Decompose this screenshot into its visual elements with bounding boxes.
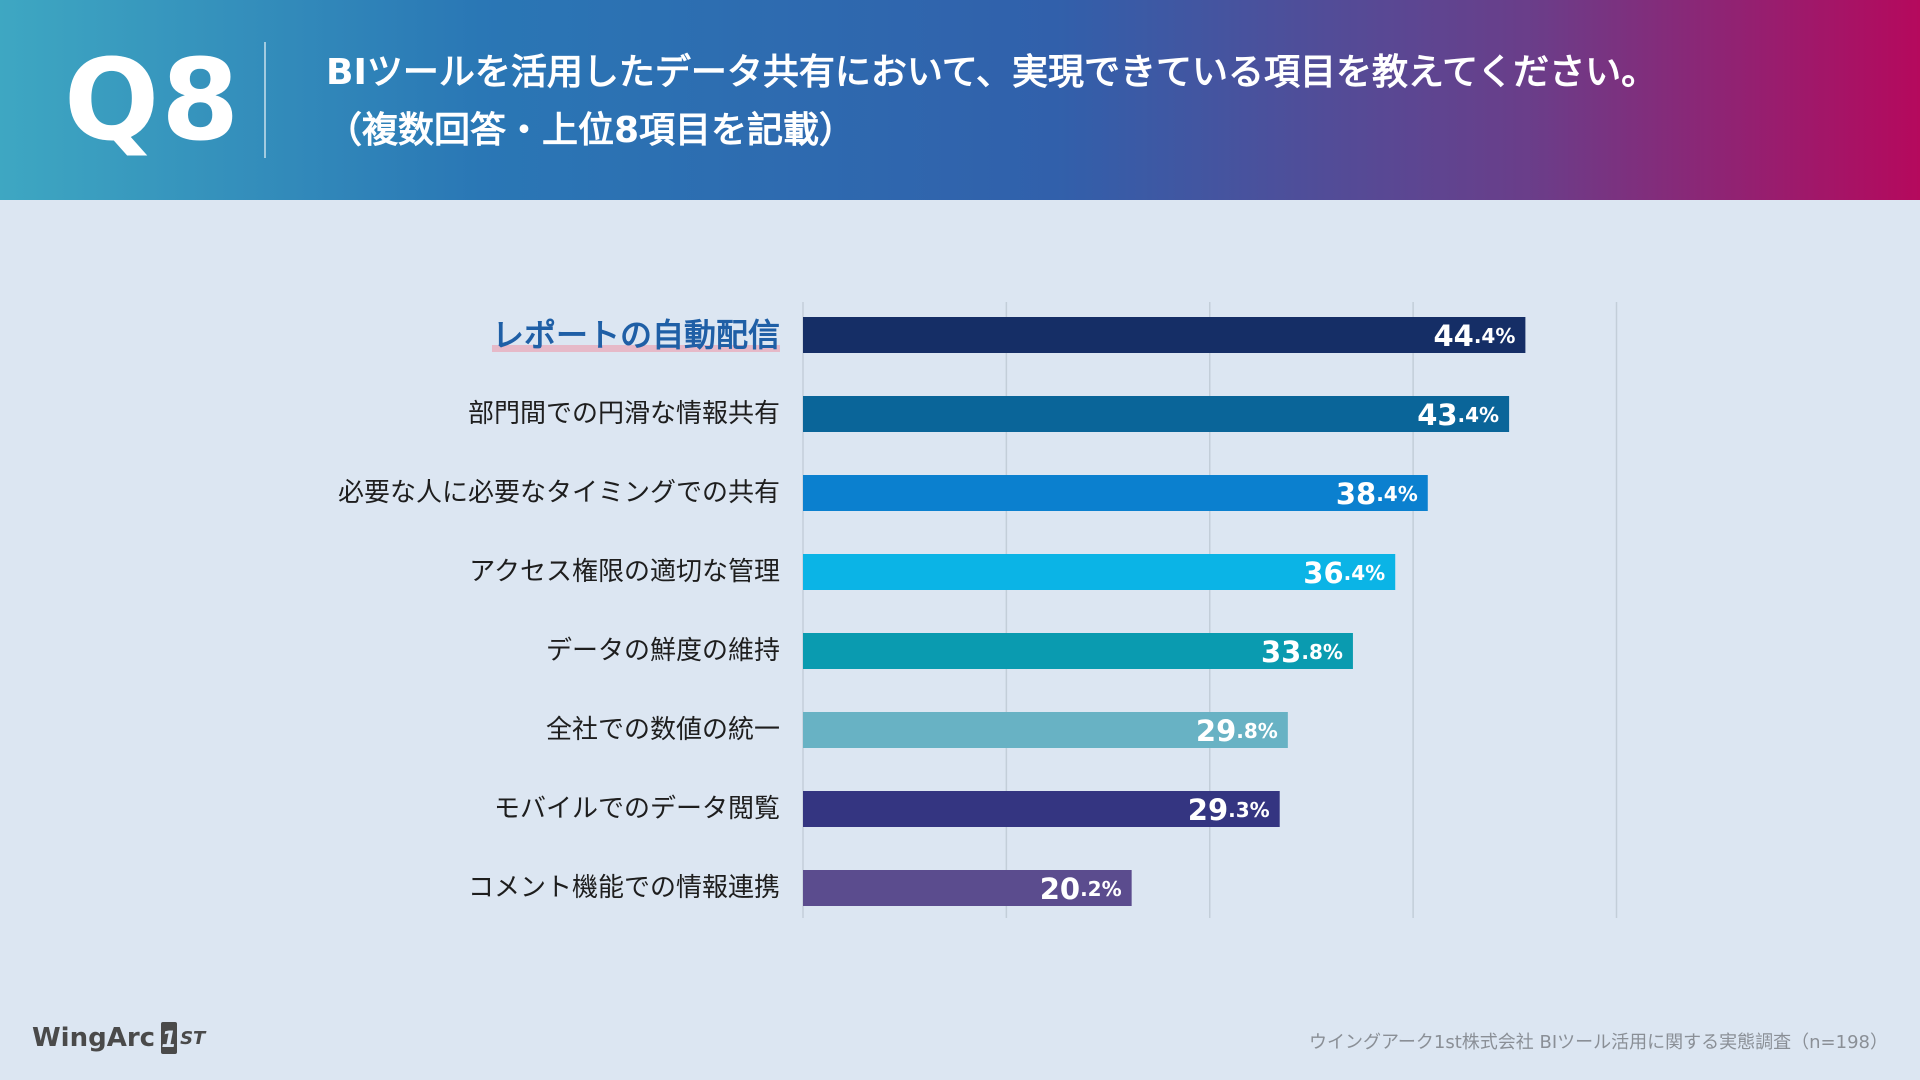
value-label: 29.8% [1196,714,1278,748]
value-label-int: 20 [1040,872,1080,906]
category-label: モバイルでのデータ閲覧 [494,794,780,824]
category-label: アクセス権限の適切な管理 [469,557,780,587]
bar [803,554,1396,590]
question-title-line2: （複数回答・上位8項目を記載） [326,110,856,151]
value-label: 33.8% [1261,635,1343,669]
bar [803,317,1526,353]
logo-mark-icon: 1 [159,1021,179,1055]
bar [803,870,1132,906]
value-label: 36.4% [1303,556,1385,590]
value-label-dec: .4% [1376,482,1418,506]
category-label: 必要な人に必要なタイミングでの共有 [338,478,780,508]
value-label: 38.4% [1336,477,1418,511]
logo-mark-text: 1 [161,1028,176,1053]
category-label: データの鮮度の維持 [546,636,780,666]
value-label: 43.4% [1417,398,1499,432]
category-label: レポートの自動配信 [492,316,780,354]
category-label: 全社での数値の統一 [546,715,780,745]
value-label: 20.2% [1040,872,1122,906]
value-label-int: 29 [1196,714,1236,748]
bar [803,396,1510,432]
question-title-line1: BIツールを活用したデータ共有において、実現できている項目を教えてください。 [326,52,1658,93]
value-label-int: 38 [1336,477,1376,511]
value-label-dec: .2% [1080,877,1122,901]
bar [803,791,1280,827]
wingarc-logo: WingArc 1 ST [32,1018,205,1058]
value-label-dec: .4% [1344,561,1386,585]
value-label-int: 44 [1433,319,1473,353]
logo-text: WingArc [32,1023,156,1053]
value-label: 29.3% [1188,793,1270,827]
value-label: 44.4% [1433,319,1515,353]
value-label-int: 36 [1303,556,1343,590]
logo-suffix: ST [180,1027,206,1049]
value-label-int: 29 [1188,793,1228,827]
value-label-dec: .4% [1458,403,1500,427]
source-note: ウイングアーク1st株式会社 BIツール活用に関する実態調査（n=198） [1308,1032,1888,1053]
header-banner: Q8 BIツールを活用したデータ共有において、実現できている項目を教えてください… [0,0,1920,200]
category-label: 部門間での円滑な情報共有 [468,399,780,429]
chart-area: レポートの自動配信 44.4% 部門間での円滑な情報共有 43.4% 必要な人に必要なタ… [0,200,1920,940]
highlight-underline [491,345,780,352]
bar [803,712,1288,748]
question-title: BIツールを活用したデータ共有において、実現できている項目を教えてください。 （… [326,44,1886,160]
value-label-dec: .8% [1236,719,1278,743]
bar [803,475,1428,511]
question-number: Q8 [64,36,242,166]
bar [803,633,1353,669]
value-label-int: 33 [1261,635,1301,669]
header-divider [264,42,266,158]
value-label-dec: .3% [1228,798,1270,822]
value-label-dec: .8% [1301,640,1343,664]
value-label-dec: .4% [1474,324,1516,348]
value-label-int: 43 [1417,398,1457,432]
bar-chart: レポートの自動配信 44.4%部門間での円滑な情報共有 43.4%必要な人に必要なタ… [338,302,1618,918]
category-label: コメント機能での情報連携 [468,873,780,903]
